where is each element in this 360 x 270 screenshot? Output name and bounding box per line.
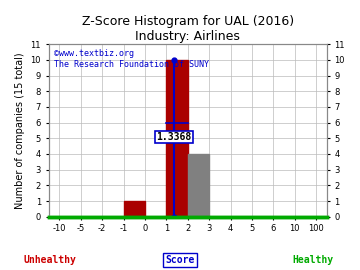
Bar: [123, 201, 145, 217]
Title: Z-Score Histogram for UAL (2016)
Industry: Airlines: Z-Score Histogram for UAL (2016) Industr…: [82, 15, 294, 43]
Y-axis label: Number of companies (15 total): Number of companies (15 total): [15, 52, 25, 209]
Text: Healthy: Healthy: [293, 255, 334, 265]
Text: ©www.textbiz.org
The Research Foundation of SUNY: ©www.textbiz.org The Research Foundation…: [54, 49, 209, 69]
Bar: [188, 154, 209, 217]
Bar: [166, 60, 188, 217]
Text: Unhealthy: Unhealthy: [24, 255, 77, 265]
Text: 1.3368: 1.3368: [156, 132, 191, 142]
Text: Score: Score: [165, 255, 195, 265]
